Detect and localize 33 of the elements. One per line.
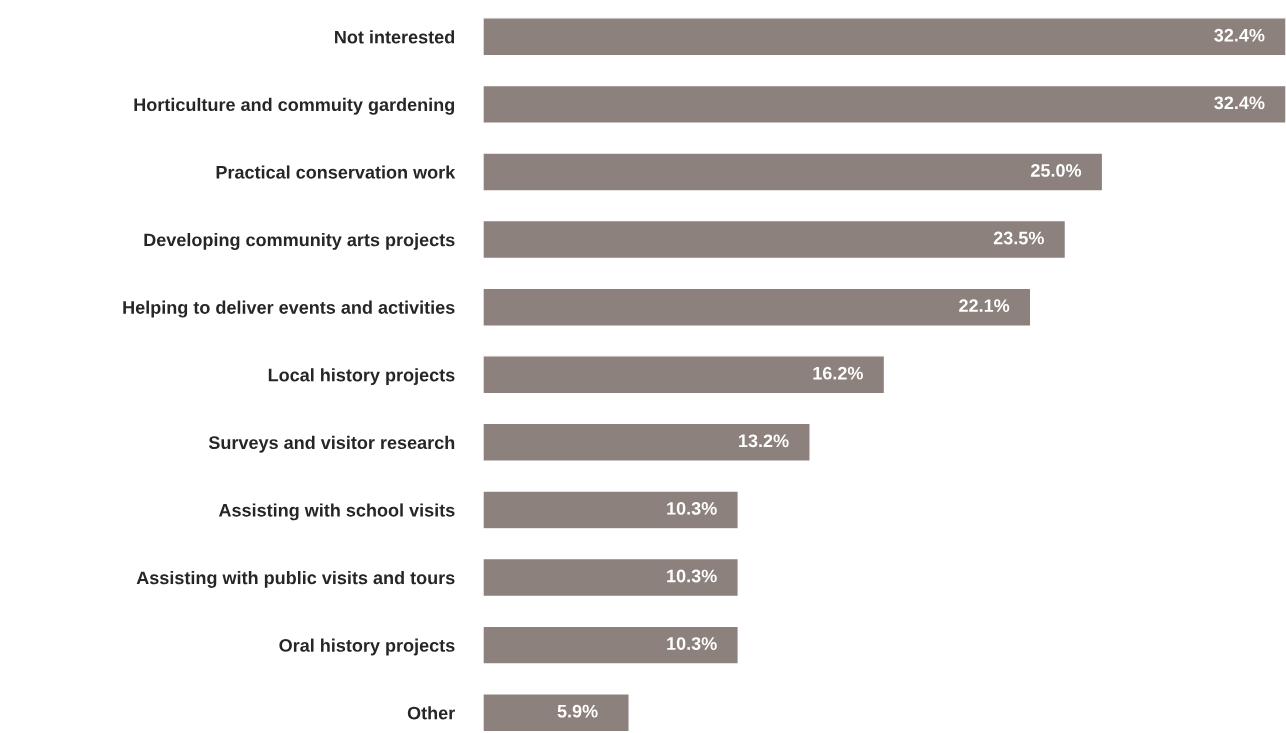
bar (483, 219, 1067, 260)
y-tick-label: Other (407, 706, 455, 720)
data-label: 22.1% (959, 299, 1010, 312)
data-label: 16.2% (813, 366, 863, 380)
data-label: 32.4% (1214, 96, 1265, 110)
data-label: 5.9% (557, 704, 598, 718)
bar (483, 84, 1286, 124)
bar (483, 422, 811, 462)
y-tick-label: Assisting with school visits (218, 503, 455, 521)
y-tick-label: Not interested (335, 30, 455, 44)
y-tick-label: Surveys and visitor research (208, 435, 455, 453)
y-tick-label: Oral history projects (279, 638, 455, 656)
y-tick-label: Developing community arts projects (144, 233, 455, 250)
data-label: 25.0% (1031, 164, 1082, 177)
bar (483, 287, 1032, 327)
data-label: 32.4% (1214, 28, 1265, 42)
bar (483, 693, 630, 733)
data-label: 10.3% (667, 569, 717, 583)
data-label: 13.2% (739, 434, 789, 448)
y-tick-label: Local history projects (268, 368, 455, 386)
y-tick-label: Horticulture and commuity gardening (134, 97, 455, 115)
bar (483, 557, 739, 598)
y-tick-label: Practical conservation work (216, 165, 456, 179)
bar (483, 152, 1104, 192)
data-label: 23.5% (993, 231, 1044, 245)
y-tick-label: Helping to deliver events and activities (123, 300, 455, 318)
bar (483, 625, 739, 665)
y-tick-label: Assisting with public visits and tours (136, 570, 455, 588)
bar (483, 355, 886, 395)
data-label: 10.3% (667, 502, 717, 515)
bar (483, 490, 739, 530)
data-label: 10.3% (667, 637, 717, 650)
bar (483, 17, 1286, 57)
